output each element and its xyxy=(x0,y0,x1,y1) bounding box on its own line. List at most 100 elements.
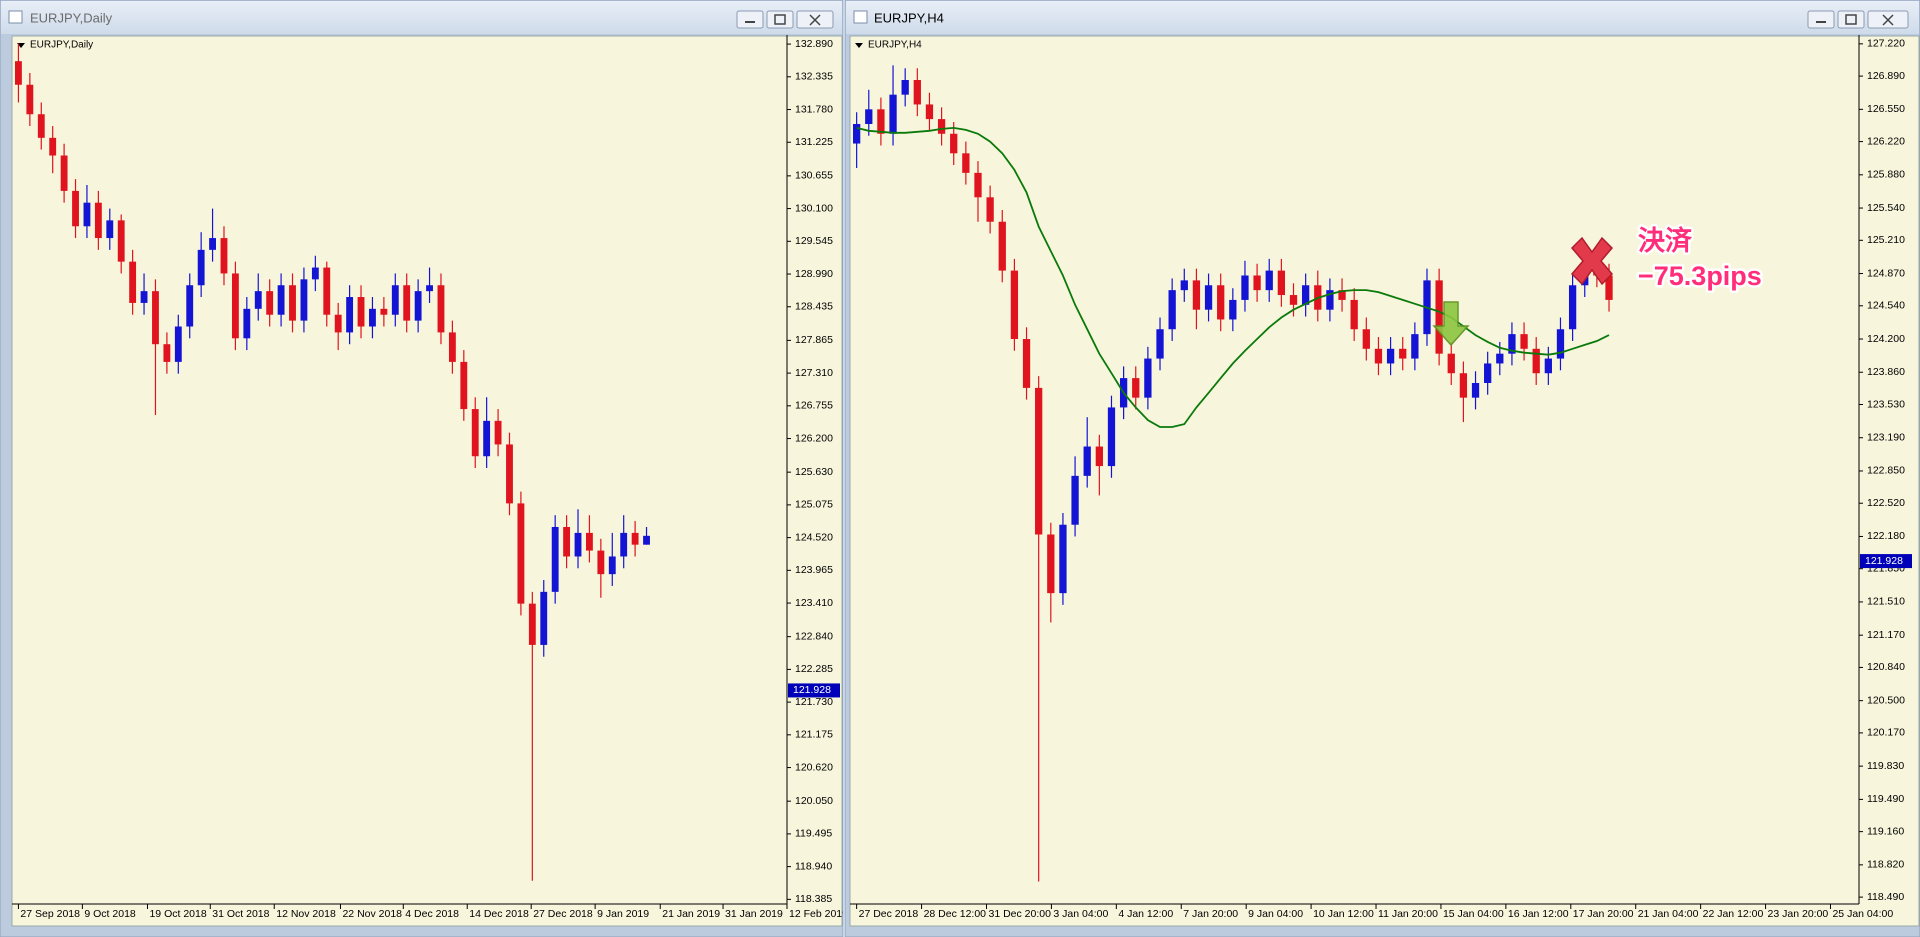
chart-h4: EURJPY,H4 127.220 126.890 126.550 126.220 125… xyxy=(850,35,1912,920)
current-price-label: 121.928 xyxy=(793,684,831,696)
candle-body xyxy=(998,221,1006,271)
candle-body xyxy=(15,61,22,85)
y-tick-label: 126.755 xyxy=(795,400,833,412)
candle-body xyxy=(186,285,194,327)
window-icon xyxy=(8,10,23,24)
close-mark xyxy=(1570,236,1614,286)
y-tick-label: 125.075 xyxy=(795,499,833,511)
candle-body xyxy=(574,532,582,557)
candle-body xyxy=(1605,275,1613,300)
candle-body xyxy=(426,285,433,292)
candle-body xyxy=(94,202,102,239)
candle-body xyxy=(289,285,296,321)
y-tick-label: 123.530 xyxy=(1867,398,1905,410)
candle-body xyxy=(1204,285,1213,310)
candle-body xyxy=(266,291,274,315)
window-title: EURJPY,H4 xyxy=(874,10,944,25)
y-tick-label: 124.200 xyxy=(1867,333,1905,345)
candle-body xyxy=(1411,334,1419,359)
x-tick-label: 10 Jan 12:00 xyxy=(1313,908,1374,920)
y-tick-label: 124.520 xyxy=(795,531,833,543)
candle-body xyxy=(1144,358,1152,398)
y-tick-label: 125.210 xyxy=(1867,234,1905,246)
x-tick-label: 21 Jan 2019 xyxy=(662,908,720,920)
candle-body xyxy=(483,420,491,457)
y-tick-label: 121.510 xyxy=(1867,596,1905,608)
y-tick-label: 119.495 xyxy=(795,828,832,840)
candle-body xyxy=(913,80,921,105)
y-tick-label: 130.655 xyxy=(795,170,833,182)
y-tick-label: 123.410 xyxy=(795,597,833,609)
window-title: EURJPY,Daily xyxy=(30,10,113,25)
y-tick-label: 118.385 xyxy=(795,893,832,905)
window-icon xyxy=(853,10,868,24)
candle-body xyxy=(1568,285,1577,330)
window-h4: EURJPY,H4 EURJPY,H4 127.220 126.890 126.550… xyxy=(845,0,1920,937)
candle-body xyxy=(1022,339,1031,388)
maximize-button[interactable] xyxy=(1837,10,1865,29)
minimize-button[interactable] xyxy=(1807,10,1835,29)
candle-body xyxy=(403,285,411,321)
candle-body xyxy=(1289,295,1298,305)
icon xyxy=(774,14,786,25)
x-tick-label: 27 Sep 2018 xyxy=(20,908,80,920)
candle-body xyxy=(1035,387,1043,535)
x-tick-label: 4 Dec 2018 xyxy=(405,908,459,920)
y-tick-label: 122.850 xyxy=(1867,465,1905,477)
y-tick-label: 119.160 xyxy=(1867,825,1904,837)
x-tick-label: 27 Dec 2018 xyxy=(859,908,919,920)
y-tick-label: 122.285 xyxy=(795,663,833,675)
maximize-button[interactable] xyxy=(766,10,794,29)
candle-body xyxy=(243,308,251,339)
chart-title: EURJPY,Daily xyxy=(30,40,93,51)
candle-body xyxy=(1496,353,1504,364)
y-tick-label: 131.780 xyxy=(795,103,833,115)
candle-body xyxy=(620,532,628,557)
candle-body xyxy=(597,550,605,575)
y-tick-label: 123.860 xyxy=(1867,366,1905,378)
candle-body xyxy=(391,285,399,315)
x-tick-label: 31 Dec 20:00 xyxy=(988,908,1051,920)
y-tick-label: 118.940 xyxy=(795,860,832,872)
y-tick-label: 122.520 xyxy=(1867,497,1905,509)
candle-body xyxy=(209,238,216,250)
candle-body xyxy=(937,119,946,134)
x-tick-label: 14 Dec 2018 xyxy=(469,908,529,920)
x-tick-label: 4 Jan 12:00 xyxy=(1118,908,1173,920)
candle-body xyxy=(1350,299,1358,330)
y-tick-label: 125.540 xyxy=(1867,202,1905,214)
candle-body xyxy=(197,249,205,286)
candle-body xyxy=(152,291,159,345)
x-tick-label: 16 Jan 12:00 xyxy=(1508,908,1569,920)
candle-body xyxy=(1484,363,1492,383)
icon xyxy=(809,14,821,26)
current-price-label: 121.928 xyxy=(1865,555,1903,567)
candle-body xyxy=(346,297,354,333)
candle-body xyxy=(1544,358,1552,374)
x-tick-label: 12 Nov 2018 xyxy=(276,908,336,920)
current-price-box xyxy=(788,683,840,698)
candle-body xyxy=(901,80,909,95)
y-tick-label: 123.190 xyxy=(1867,432,1905,444)
candle-body xyxy=(506,444,513,504)
candle-body xyxy=(540,591,548,645)
candle-body xyxy=(1265,270,1273,291)
x-tick-label: 22 Nov 2018 xyxy=(342,908,402,920)
y-tick-label: 126.200 xyxy=(795,432,833,444)
y-tick-label: 132.890 xyxy=(795,38,833,50)
candle-body xyxy=(1326,290,1334,310)
candle-body xyxy=(950,133,958,154)
candle-body xyxy=(1459,373,1468,398)
y-tick-label: 118.820 xyxy=(1867,859,1904,871)
x-tick-label: 28 Dec 12:00 xyxy=(924,908,987,920)
candle-body xyxy=(528,603,536,645)
candle-body xyxy=(231,273,239,339)
candle-body xyxy=(254,291,262,309)
minimize-button[interactable] xyxy=(736,10,764,29)
candle-body xyxy=(1168,290,1176,330)
candle-body xyxy=(494,420,502,445)
candle-body xyxy=(1156,329,1164,359)
candle-body xyxy=(517,503,525,604)
candle-body xyxy=(974,172,982,198)
